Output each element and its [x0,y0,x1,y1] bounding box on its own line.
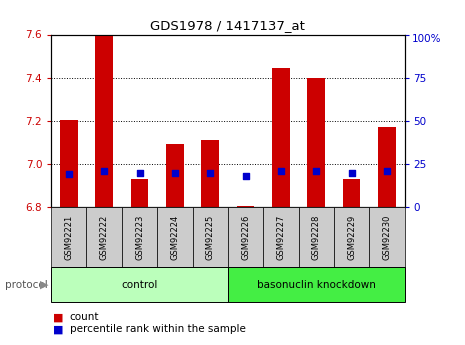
Point [242,173,249,179]
Bar [263,207,299,267]
Bar [307,78,325,207]
Point [100,168,108,174]
Bar [157,207,193,267]
Text: basonuclin knockdown: basonuclin knockdown [257,280,376,289]
Text: ▶: ▶ [40,280,48,289]
Text: GSM92221: GSM92221 [64,215,73,260]
Point [65,171,73,177]
Bar [272,68,290,207]
Bar [378,127,396,207]
Text: GSM92226: GSM92226 [241,215,250,260]
Text: GSM92230: GSM92230 [382,215,392,260]
Point [206,170,214,175]
Point [171,170,179,175]
Bar [193,207,228,267]
Point [348,170,355,175]
Bar [51,207,86,267]
Text: count: count [70,313,99,322]
Bar [131,179,148,207]
Point [277,168,285,174]
Bar [237,206,254,207]
Text: GSM92228: GSM92228 [312,215,321,260]
Bar [95,36,113,207]
Bar [60,120,78,207]
Point [136,170,143,175]
Text: protocol: protocol [5,280,47,289]
Bar [166,145,184,207]
Bar [86,207,122,267]
Bar [334,207,369,267]
Text: 100%: 100% [412,34,441,45]
Point [312,168,320,174]
Bar [343,179,360,207]
Text: GSM92225: GSM92225 [206,215,215,260]
Bar [299,207,334,267]
Point [383,168,391,174]
Text: GSM92223: GSM92223 [135,215,144,260]
Bar [51,267,228,302]
Bar [228,267,405,302]
Title: GDS1978 / 1417137_at: GDS1978 / 1417137_at [150,19,306,32]
Text: GSM92222: GSM92222 [100,215,109,260]
Text: percentile rank within the sample: percentile rank within the sample [70,325,246,334]
Text: ■: ■ [53,325,64,334]
Bar [122,207,157,267]
Bar [369,207,405,267]
Bar [201,140,219,207]
Text: GSM92229: GSM92229 [347,215,356,260]
Bar [228,207,263,267]
Text: GSM92224: GSM92224 [170,215,179,260]
Text: control: control [121,280,158,289]
Text: GSM92227: GSM92227 [276,215,286,260]
Text: ■: ■ [53,313,64,322]
